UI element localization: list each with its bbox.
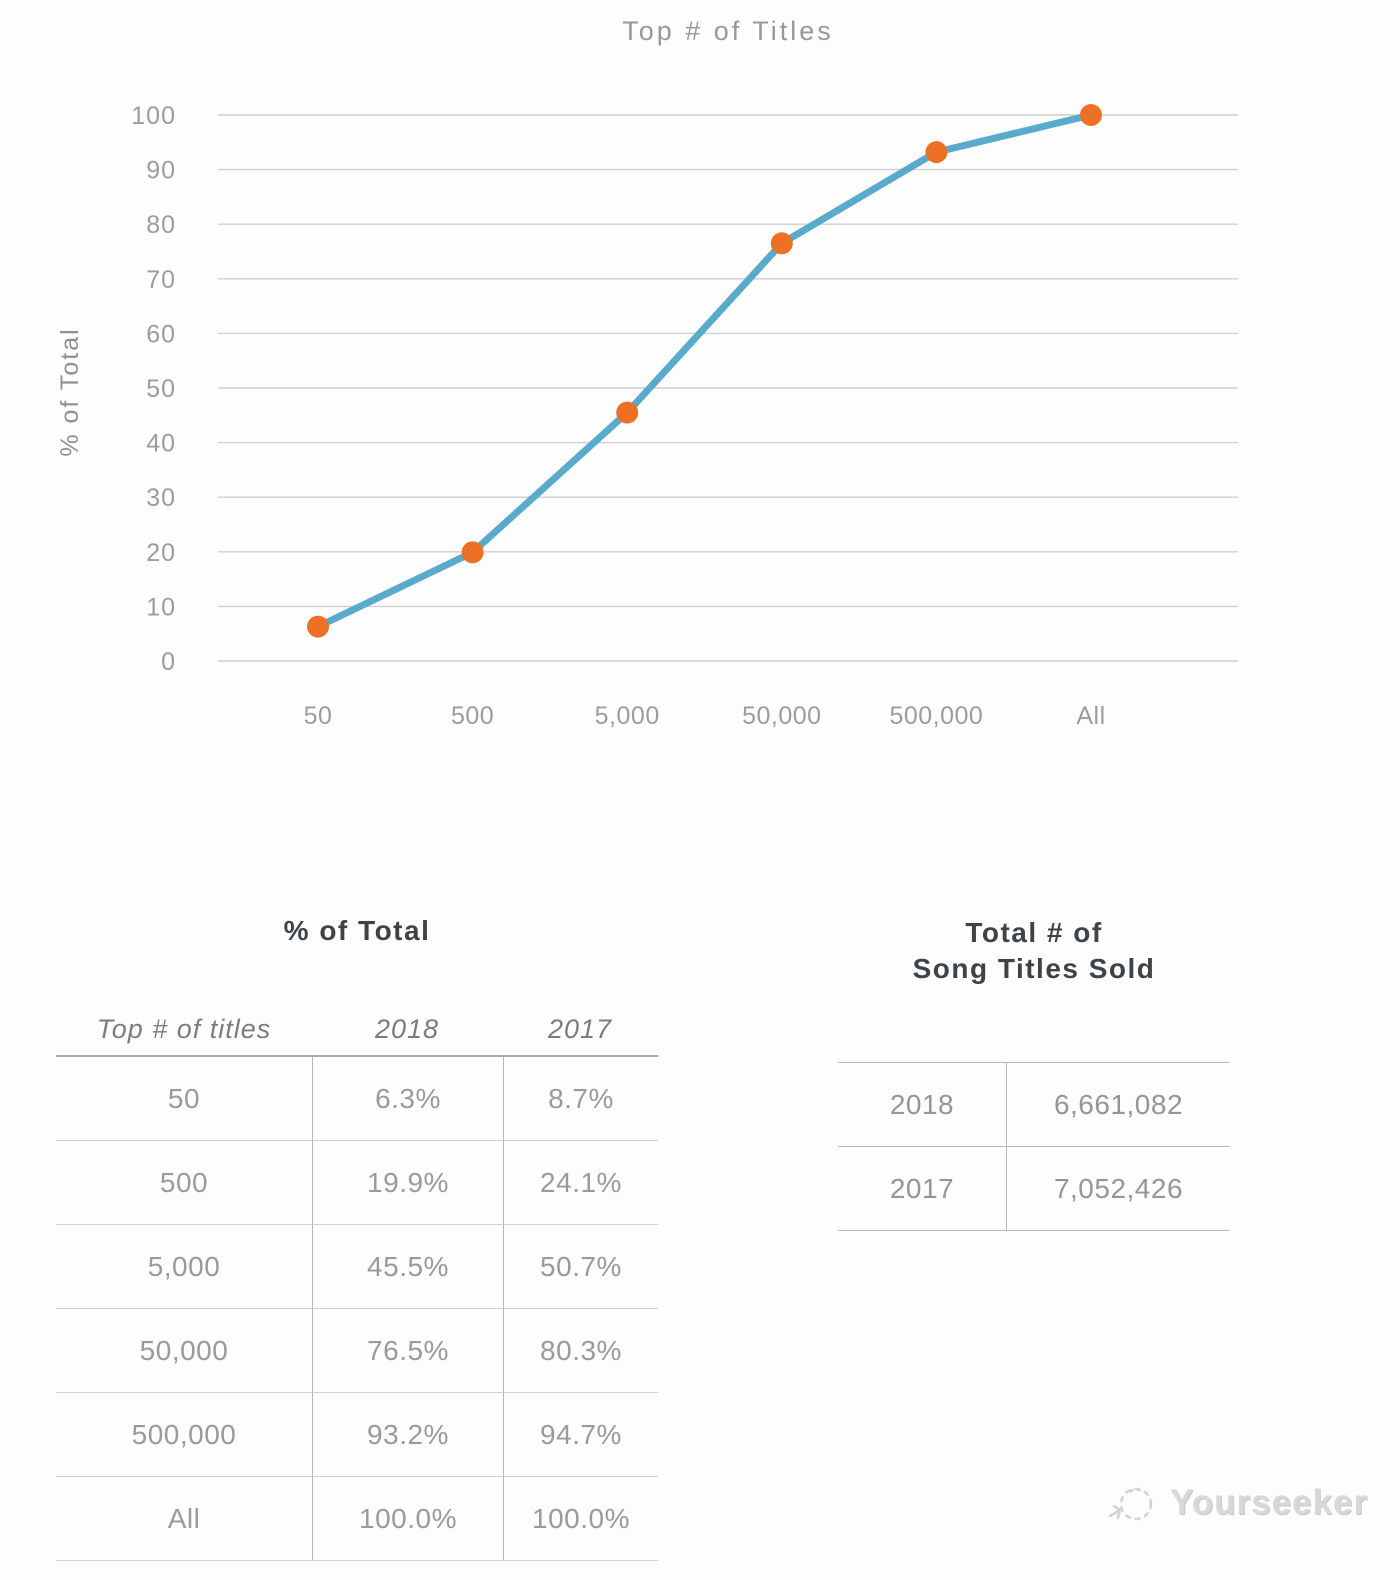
- y-tick-label: 60: [146, 320, 176, 348]
- table-row: 50 6.3% 8.7%: [56, 1057, 658, 1141]
- table-row: All 100.0% 100.0%: [56, 1477, 658, 1561]
- data-point-5,000: [616, 401, 639, 424]
- table-row: 2018 6,661,082: [838, 1063, 1230, 1147]
- table-cell: 2017: [889, 1172, 955, 1204]
- column-header-2017: 2017: [547, 1013, 613, 1044]
- table-cell: 50: [167, 1082, 201, 1114]
- table-row: 500 19.9% 24.1%: [56, 1141, 658, 1225]
- table-row: 5,000 45.5% 50.7%: [56, 1225, 658, 1309]
- percent-of-total-table: % of Total Top # of titles 2018 2017 50 6…: [56, 915, 658, 1561]
- series-line-2018: [314, 111, 1095, 631]
- table-row: 2017 7,052,426: [838, 1147, 1230, 1231]
- data-point-All: [1080, 104, 1102, 126]
- table-cell: 100.0%: [312, 1477, 503, 1560]
- table-cell: 500,000: [131, 1418, 237, 1450]
- table-cell: 80.3%: [503, 1309, 658, 1392]
- y-tick-label: 90: [146, 157, 176, 185]
- data-point-50: [307, 615, 329, 638]
- percent-table-body: 50 6.3% 8.7% 500 19.9% 24.1% 5,000 45.5% 50.7% 50…: [56, 1057, 658, 1561]
- table-cell: 500: [159, 1166, 209, 1198]
- data-point-500,000: [925, 141, 948, 164]
- table-cell: 100.0%: [503, 1477, 658, 1560]
- y-tick-label: 30: [146, 484, 176, 512]
- watermark: Yourseeker: [1106, 1480, 1368, 1526]
- table-cell: 6.3%: [312, 1057, 503, 1140]
- song-titles-sold-table: Total # of Song Titles Sold 2018 6,661,082…: [838, 915, 1230, 1231]
- table-cell: 50.7%: [503, 1225, 658, 1308]
- y-axis-title: % of Total: [56, 327, 84, 456]
- y-tick-label: 10: [146, 593, 176, 621]
- table-cell: 2018: [889, 1088, 955, 1120]
- table-cell: 8.7%: [503, 1057, 658, 1140]
- y-tick-label: 20: [146, 539, 176, 567]
- table-cell: 50,000: [139, 1334, 229, 1366]
- table-cell: 76.5%: [312, 1309, 503, 1392]
- totals-table-body: 2018 6,661,082 2017 7,052,426: [838, 1062, 1230, 1231]
- table-cell: 93.2%: [312, 1393, 503, 1476]
- column-header-2018: 2018: [374, 1013, 440, 1044]
- totals-table-title-line2: Song Titles Sold: [912, 953, 1156, 984]
- percent-table-title: % of Total: [283, 915, 431, 946]
- table-cell: 45.5%: [312, 1225, 503, 1308]
- x-tick-label: 500: [451, 702, 494, 730]
- y-tick-label: 0: [161, 648, 176, 676]
- table-cell: 7,052,426: [1006, 1147, 1230, 1230]
- table-row: 50,000 76.5% 80.3%: [56, 1309, 658, 1393]
- table-cell: All: [167, 1502, 201, 1534]
- column-header-top-titles: Top # of titles: [96, 1013, 272, 1044]
- table-cell: 5,000: [147, 1250, 221, 1282]
- watermark-label: Yourseeker: [1170, 1483, 1369, 1522]
- y-tick-label: 70: [146, 266, 176, 294]
- table-cell: 19.9%: [312, 1141, 503, 1224]
- table-cell: 94.7%: [503, 1393, 658, 1476]
- y-tick-label: 50: [146, 375, 176, 403]
- table-cell: 6,661,082: [1006, 1063, 1230, 1146]
- sketch-logo-icon: [1108, 1487, 1153, 1521]
- y-tick-label: 80: [146, 211, 176, 239]
- line-chart: 0 10 20 30 40 50 60 70 80 90 100 % of Total 50 500 5,0…: [56, 102, 1238, 730]
- totals-table-title-line1: Total # of: [965, 917, 1103, 948]
- y-tick-label: 100: [131, 102, 176, 130]
- table-row: 500,000 93.2% 94.7%: [56, 1393, 658, 1477]
- table-cell: 24.1%: [503, 1141, 658, 1224]
- y-tick-label: 40: [146, 430, 176, 458]
- chart-title: Top # of Titles: [622, 16, 834, 46]
- percent-table-header-row: Top # of titles 2018 2017: [56, 1003, 658, 1057]
- data-point-500: [461, 541, 484, 564]
- x-tick-label: 5,000: [595, 702, 660, 730]
- totals-table-title: Total # of Song Titles Sold: [838, 915, 1230, 987]
- x-tick-label: All: [1076, 702, 1105, 730]
- x-tick-label: 50: [304, 702, 333, 730]
- data-point-50,000: [770, 232, 793, 255]
- x-tick-label: 50,000: [742, 702, 821, 730]
- x-tick-label: 500,000: [889, 702, 983, 730]
